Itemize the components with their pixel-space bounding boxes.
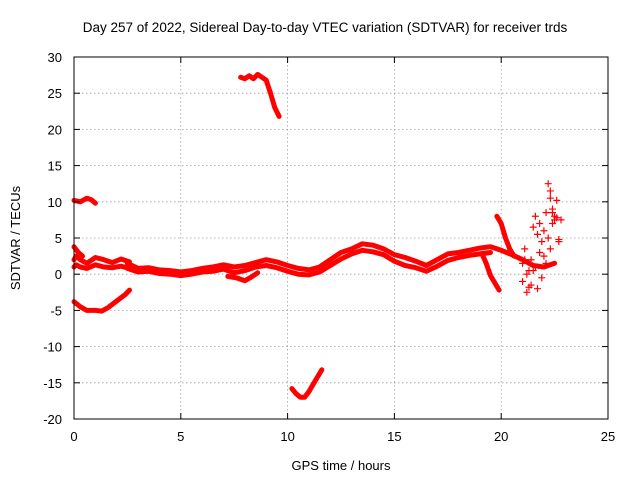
data-point — [534, 285, 542, 293]
data-point — [536, 220, 544, 228]
series-main-track — [124, 241, 558, 275]
series-segment-20h-upper — [494, 213, 517, 259]
series-segment-minus16 — [289, 367, 325, 400]
data-point — [525, 283, 533, 291]
series-upper-track-2 — [71, 262, 137, 273]
x-tick-label: 10 — [280, 429, 294, 444]
data-point — [523, 288, 531, 296]
data-series-layer — [71, 71, 565, 400]
series-segment-25 — [238, 71, 282, 119]
y-tick-label: -10 — [43, 340, 62, 355]
data-point — [548, 209, 556, 217]
chart-title: Day 257 of 2022, Sidereal Day-to-day VTE… — [83, 20, 568, 35]
x-tick-label: 15 — [387, 429, 401, 444]
series-upper-track-1 — [71, 253, 132, 266]
data-point — [544, 180, 552, 188]
data-point — [540, 252, 548, 260]
x-axis-label: GPS time / hours — [292, 458, 391, 473]
data-point — [519, 277, 527, 285]
y-tick-label: -20 — [43, 412, 62, 427]
y-tick-label: -5 — [50, 303, 62, 318]
data-point — [546, 187, 554, 195]
series-upper-track-3 — [71, 244, 85, 259]
series-dip-segment-8h — [225, 270, 261, 284]
y-tick-label: 30 — [48, 50, 62, 65]
data-point — [546, 194, 554, 202]
data-point — [519, 259, 527, 267]
data-point — [531, 263, 539, 271]
data-point — [521, 245, 529, 253]
axis-ticks: 0 5 10 15 20 25 -20 -15 -10 -5 0 5 10 15 20 25 30 — [43, 50, 615, 444]
series-main-track-lower — [124, 247, 493, 279]
data-point — [534, 230, 542, 238]
y-tick-label: 0 — [55, 267, 62, 282]
data-point — [542, 259, 550, 267]
data-point — [531, 212, 539, 220]
x-tick-label: 0 — [70, 429, 77, 444]
data-point — [540, 227, 548, 235]
data-point — [546, 245, 554, 253]
series-descending-segment-20h — [479, 251, 502, 293]
y-tick-label: 15 — [48, 159, 62, 174]
data-point — [529, 223, 537, 231]
y-axis-label: SDTVAR / TECUs — [8, 185, 23, 290]
data-point — [529, 267, 537, 275]
x-tick-label: 20 — [494, 429, 508, 444]
data-point — [544, 234, 552, 242]
y-tick-label: 5 — [55, 231, 62, 246]
data-point — [555, 238, 563, 246]
series-lower-segment-minus5 — [71, 287, 132, 314]
data-point — [548, 220, 556, 228]
data-point — [538, 238, 546, 246]
data-point — [553, 214, 561, 222]
y-tick-label: 25 — [48, 86, 62, 101]
series-short-segment-10 — [71, 195, 98, 206]
data-point — [536, 248, 544, 256]
grid — [74, 57, 608, 419]
series-scatter-21-23h — [519, 180, 565, 296]
y-tick-label: 10 — [48, 195, 62, 210]
y-tick-label: 20 — [48, 122, 62, 137]
data-point — [557, 216, 565, 224]
data-point — [538, 274, 546, 282]
data-point — [523, 270, 531, 278]
y-tick-label: -15 — [43, 376, 62, 391]
data-point — [542, 209, 550, 217]
data-point — [553, 196, 561, 204]
x-tick-label: 5 — [177, 429, 184, 444]
data-point — [527, 256, 535, 264]
x-tick-label: 25 — [601, 429, 615, 444]
data-point — [521, 256, 529, 264]
